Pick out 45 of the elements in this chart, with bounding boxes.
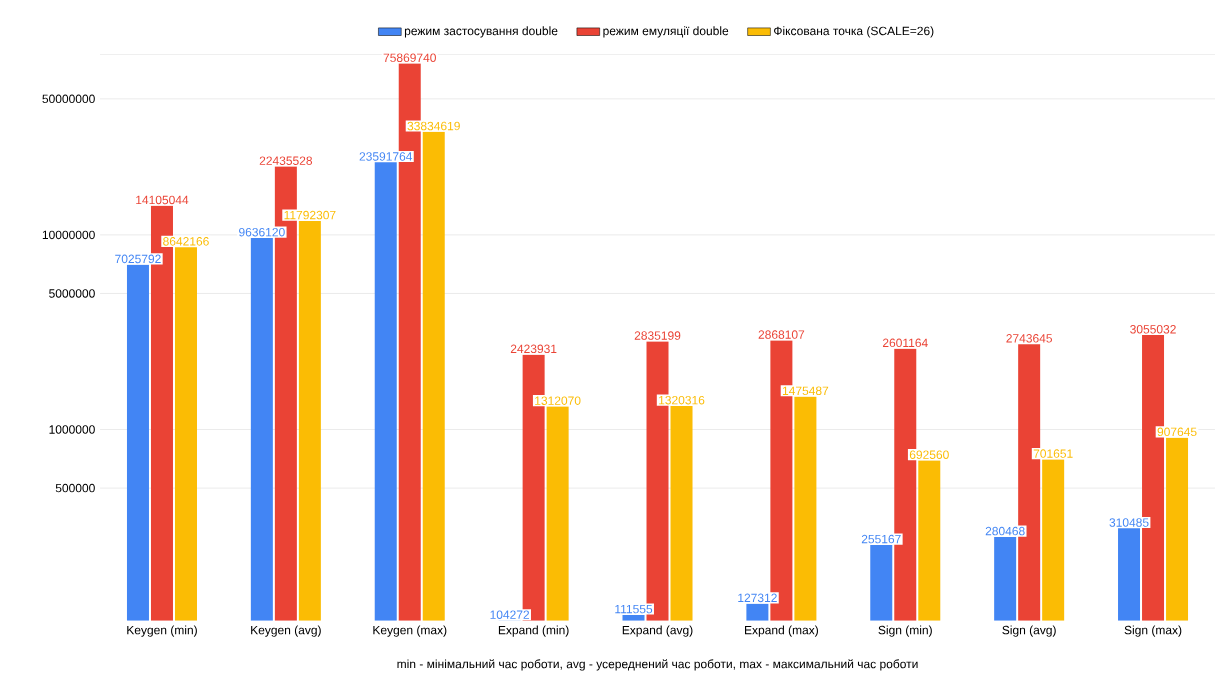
x-tick-label: Expand (avg) <box>622 625 693 637</box>
data-label: 280468 <box>985 526 1025 536</box>
data-label: 14105044 <box>136 195 189 205</box>
legend-label: режим застосування double <box>404 26 558 38</box>
data-label: 692560 <box>909 450 949 460</box>
data-label: 23591764 <box>359 152 413 161</box>
data-label: 1320316 <box>659 395 705 405</box>
data-label: 111555 <box>615 604 653 614</box>
x-tick-label: Expand (min) <box>498 625 569 637</box>
legend-label: Фіксована точка (SCALE=26) <box>774 26 934 38</box>
data-label: 2601164 <box>882 338 928 348</box>
data-label: 8642166 <box>163 237 209 246</box>
data-label: 104272 <box>490 610 530 620</box>
data-label: 9636120 <box>239 227 285 237</box>
legend-label: режим емуляції double <box>603 26 729 38</box>
data-label: 11792307 <box>284 210 336 220</box>
x-tick-label: Keygen (min) <box>127 625 197 637</box>
x-tick-label: Keygen (max) <box>373 625 447 637</box>
y-tick-label: 5000000 <box>49 289 95 298</box>
data-label: 127312 <box>738 593 777 603</box>
data-label: 7025792 <box>115 254 161 264</box>
y-tick-label: 500000 <box>55 483 95 493</box>
x-axis-title: min - мінімальний час роботи, avg - усереднений час роботи, max - максимальний час роботи <box>397 659 918 671</box>
x-tick-label: Keygen (avg) <box>251 625 321 637</box>
data-label: 2743645 <box>1006 334 1053 343</box>
y-tick-label: 10000000 <box>42 230 95 240</box>
data-label: 2868107 <box>758 330 805 339</box>
y-tick-label: 1000000 <box>49 425 95 434</box>
data-label: 22435528 <box>259 156 313 166</box>
data-label: 1312070 <box>535 396 581 406</box>
data-label: 310485 <box>1109 518 1149 527</box>
x-tick-label: Sign (min) <box>878 625 932 637</box>
data-label: 255167 <box>861 534 901 544</box>
data-label: 33834619 <box>407 121 460 131</box>
data-label: 701651 <box>1033 449 1073 458</box>
data-label: 2835199 <box>634 331 681 340</box>
data-label: 2423931 <box>510 344 557 354</box>
data-label: 3055032 <box>1130 325 1176 334</box>
data-label: 75869740 <box>383 53 436 63</box>
y-tick-label: 50000000 <box>42 94 95 104</box>
data-label: 907645 <box>1157 427 1197 437</box>
x-tick-label: Sign (avg) <box>1002 625 1056 637</box>
x-tick-label: Sign (max) <box>1124 625 1182 637</box>
data-label: 1475487 <box>782 386 829 396</box>
x-tick-label: Expand (max) <box>745 625 818 637</box>
